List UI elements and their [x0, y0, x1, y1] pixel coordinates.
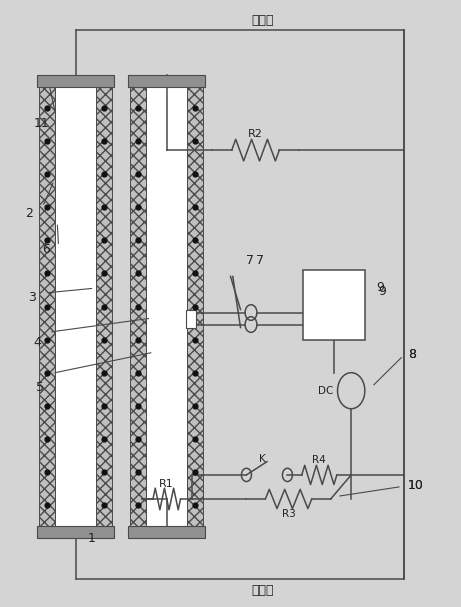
Text: R3: R3 — [282, 509, 296, 518]
Bar — [186, 310, 196, 328]
Bar — [39, 87, 55, 526]
Text: 11: 11 — [34, 117, 49, 129]
Text: 7: 7 — [255, 254, 264, 268]
Text: DC: DC — [318, 385, 333, 396]
Text: 8: 8 — [408, 348, 416, 361]
Text: 1: 1 — [88, 532, 95, 544]
Bar — [55, 87, 96, 526]
Bar — [37, 75, 114, 87]
Bar — [128, 75, 206, 87]
Text: 10: 10 — [408, 479, 424, 492]
Text: 9: 9 — [378, 285, 386, 297]
Text: 3: 3 — [29, 291, 36, 304]
Text: K: K — [259, 454, 266, 464]
Text: 6: 6 — [42, 243, 50, 256]
Bar — [96, 87, 112, 526]
Text: 5: 5 — [36, 381, 44, 394]
Bar — [37, 526, 114, 538]
Bar — [303, 271, 365, 339]
Text: R1: R1 — [160, 480, 174, 489]
Bar — [146, 87, 187, 526]
Text: 接回路: 接回路 — [251, 14, 274, 27]
Text: R2: R2 — [248, 129, 263, 139]
Text: R4: R4 — [313, 455, 326, 466]
Text: 8: 8 — [408, 348, 416, 361]
Text: 9: 9 — [376, 281, 384, 294]
Text: 2: 2 — [25, 207, 33, 220]
Text: 7: 7 — [247, 254, 254, 268]
Text: 10: 10 — [408, 479, 424, 492]
Bar — [187, 87, 203, 526]
Text: 4: 4 — [33, 336, 41, 349]
Bar — [128, 526, 206, 538]
Bar — [130, 87, 146, 526]
Text: 接回路: 接回路 — [251, 584, 274, 597]
